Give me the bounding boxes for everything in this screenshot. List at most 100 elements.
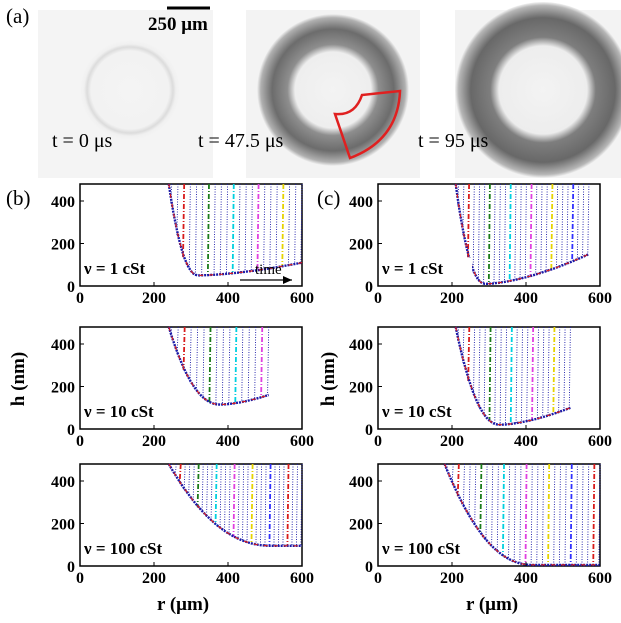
profile-line <box>524 463 528 565</box>
profile-line <box>300 463 303 546</box>
profile-line <box>566 183 569 264</box>
profile-line <box>545 183 548 271</box>
snapshot-1-time: t = 47.5 μs <box>198 130 284 152</box>
nu-label: ν = 1 cSt <box>381 259 444 278</box>
profile-line <box>519 463 522 564</box>
profile-line <box>228 326 231 404</box>
profile-line <box>182 326 186 370</box>
envelope-highlight <box>444 463 600 566</box>
profile-line <box>260 463 263 546</box>
scale-bar-label: 250 μm <box>148 14 208 35</box>
y-tick-label: 200 <box>349 237 373 254</box>
profile-line <box>592 463 596 565</box>
profile-line <box>564 463 567 565</box>
nu-label-background <box>82 258 174 278</box>
panel-label-c: (c) <box>317 186 341 210</box>
profile-line <box>474 463 477 526</box>
profile-line <box>196 326 199 392</box>
nu-label: ν = 100 cSt <box>83 539 163 558</box>
snapshot-2-ring <box>455 2 621 178</box>
profile-line <box>188 183 191 271</box>
profile-line <box>547 463 551 565</box>
profile-line <box>550 183 554 270</box>
profile-line <box>219 463 222 529</box>
x-tick-label: 600 <box>588 290 612 307</box>
profile-line <box>273 463 276 546</box>
x-tick-label: 0 <box>76 433 84 450</box>
profile-line <box>582 183 585 257</box>
profile-line <box>524 183 527 278</box>
time-arrow-label: time <box>255 262 282 278</box>
profile-line <box>552 326 556 414</box>
profile-line <box>526 326 529 421</box>
nu-label-background <box>380 401 472 421</box>
profile-line <box>515 326 518 423</box>
y-tick-label: 0 <box>67 559 75 576</box>
profile-line <box>231 183 235 274</box>
y-tick-label: 200 <box>349 380 373 397</box>
profile-line <box>182 183 186 258</box>
profile-line <box>221 326 224 405</box>
x-tick-label: 400 <box>216 290 240 307</box>
plot-b-2: 0 200 400 600 0 200 400 ν = 100 cSt <box>51 463 314 587</box>
nu-label: ν = 100 cSt <box>381 539 461 558</box>
y-axis-title-right: h (nm) <box>318 351 340 407</box>
panel-label-b: (b) <box>6 186 31 210</box>
x-axis-title-left: r (μm) <box>157 594 210 615</box>
profile-line <box>277 463 280 546</box>
profile-line <box>189 326 192 383</box>
x-tick-label: 0 <box>76 290 84 307</box>
profile-line <box>269 183 272 269</box>
x-tick-label: 0 <box>374 433 382 450</box>
profile-line <box>288 183 291 265</box>
y-tick-label: 0 <box>67 279 75 296</box>
plot-c-1: 0 200 400 600 0 200 400 ν = 10 cSt <box>349 326 612 450</box>
profile-line <box>250 183 253 271</box>
profile-line <box>234 326 238 403</box>
x-tick-label: 0 <box>76 570 84 587</box>
nu-label: ν = 1 cSt <box>83 259 146 278</box>
profile-line <box>477 183 480 282</box>
profile-line <box>202 326 205 399</box>
y-tick-label: 200 <box>51 517 75 534</box>
profile-line <box>264 463 267 546</box>
profile-line <box>568 326 571 408</box>
envelope-highlight <box>168 326 269 406</box>
envelope-highlight <box>455 183 590 285</box>
profile-line <box>581 463 584 565</box>
y-tick-label: 400 <box>349 474 373 491</box>
x-tick-label: 0 <box>374 290 382 307</box>
y-axis-title-left: h (nm) <box>8 351 30 407</box>
x-tick-label: 600 <box>290 433 314 450</box>
profile-line <box>281 183 285 267</box>
panel-label-a: (a) <box>6 4 30 28</box>
x-tick-label: 600 <box>290 570 314 587</box>
envelope-highlight <box>168 463 302 547</box>
x-tick-label: 200 <box>142 570 166 587</box>
profile-line <box>254 326 257 399</box>
nu-label-background <box>82 538 174 558</box>
snapshot-2-time: t = 95 μs <box>418 130 489 152</box>
x-axis-title-right: r (μm) <box>466 594 519 615</box>
nu-label-background <box>82 401 174 421</box>
profile-line <box>536 463 539 565</box>
sector-outline <box>333 89 402 160</box>
x-tick-label: 400 <box>514 570 538 587</box>
profile-line <box>208 326 212 403</box>
profile-line <box>295 463 298 546</box>
profile-line <box>575 463 578 565</box>
profile-line <box>536 326 539 419</box>
profile-line <box>487 183 491 284</box>
y-tick-label: 400 <box>349 337 373 354</box>
profile-line <box>195 183 198 276</box>
x-tick-label: 400 <box>514 433 538 450</box>
profile-line <box>508 183 512 281</box>
y-tick-label: 0 <box>365 279 373 296</box>
y-tick-label: 0 <box>67 422 75 439</box>
profile-line <box>467 326 471 382</box>
profile-line <box>571 183 575 261</box>
profile-line <box>237 463 240 540</box>
plot-b-0: 0 200 400 600 0 200 400 ν = 1 cSt <box>51 183 314 307</box>
plot-c-2: 0 200 400 600 0 200 400 ν = 100 cSt <box>349 463 612 587</box>
